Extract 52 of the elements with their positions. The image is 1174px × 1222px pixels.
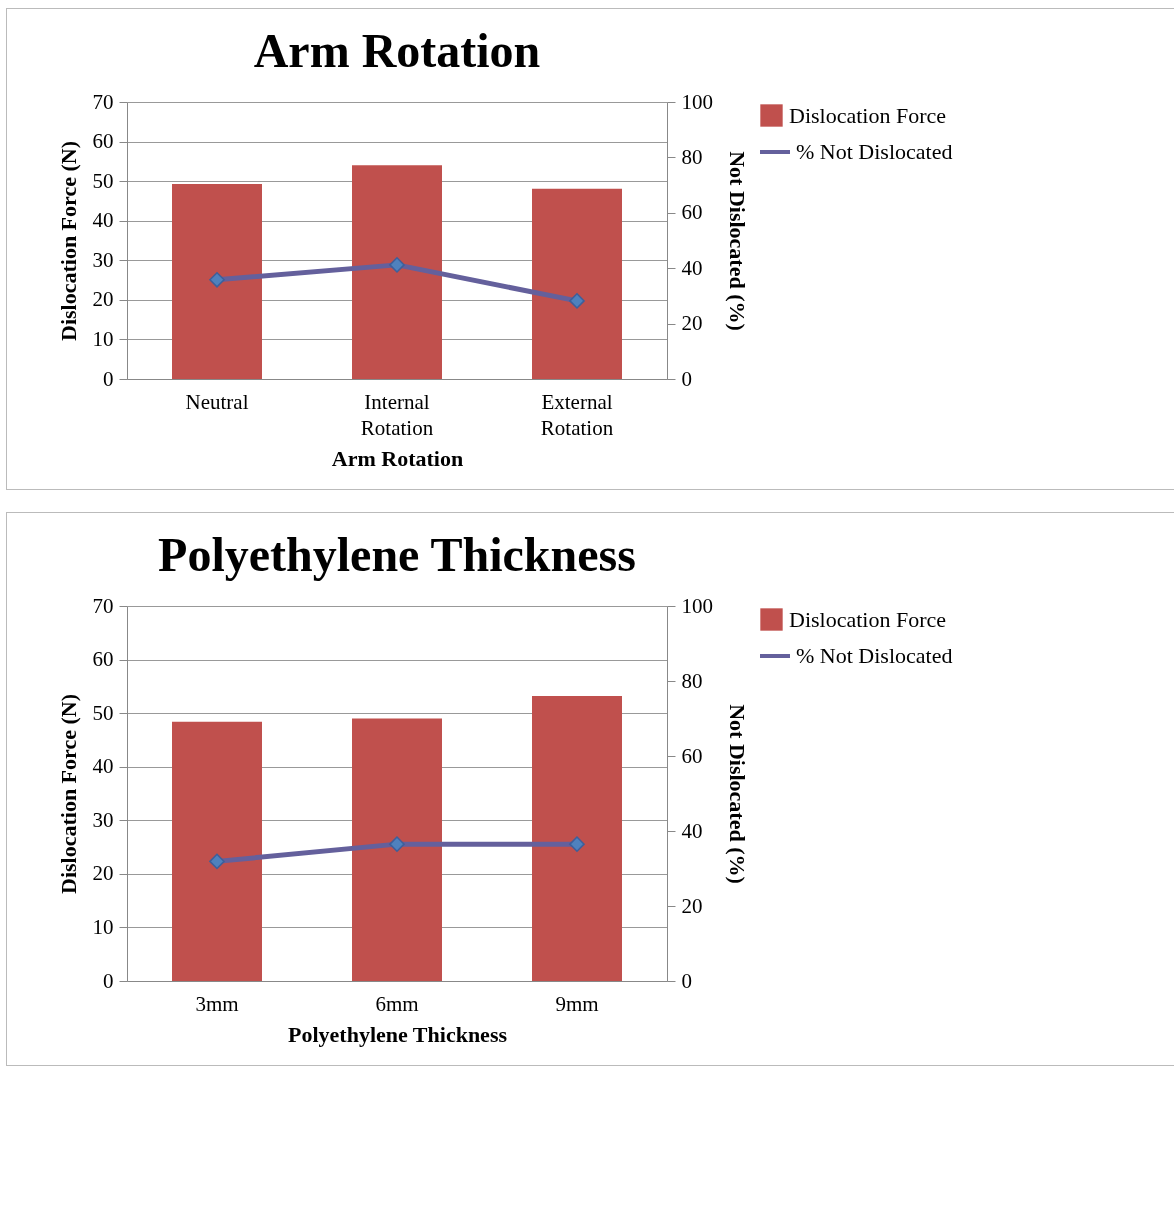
y2-tick-label: 40 bbox=[681, 818, 703, 843]
y-tick-label: 70 bbox=[92, 593, 114, 618]
x-axis-title: Polyethylene Thickness bbox=[287, 1021, 508, 1047]
y-tick-label: 30 bbox=[92, 247, 114, 272]
x-tick-label: Neutral bbox=[185, 389, 249, 414]
y2-tick-label: 0 bbox=[681, 366, 692, 391]
y-tick-label: 70 bbox=[92, 89, 114, 114]
point bbox=[569, 293, 585, 309]
y2-tick-label: 80 bbox=[681, 144, 703, 169]
x-tick-label: 9mm bbox=[555, 991, 599, 1016]
y2-tick-label: 60 bbox=[681, 743, 703, 768]
y2-tick-label: 0 bbox=[681, 968, 692, 993]
y-tick-label: 50 bbox=[92, 168, 114, 193]
bar bbox=[352, 165, 442, 379]
y2-axis-title: Not Dislocated (%) bbox=[725, 704, 750, 884]
bar bbox=[532, 188, 622, 379]
y2-tick-label: 20 bbox=[681, 893, 703, 918]
x-tick-label: Internal Rotation bbox=[360, 389, 434, 440]
y2-tick-label: 100 bbox=[681, 89, 713, 114]
y-tick-label: 0 bbox=[103, 366, 114, 391]
y-axis-title: Dislocation Force (N) bbox=[55, 694, 81, 894]
chart-title: Polyethylene Thickness bbox=[158, 528, 636, 581]
y-tick-label: 0 bbox=[103, 968, 114, 993]
x-axis-title: Arm Rotation bbox=[331, 445, 464, 471]
y-tick-label: 20 bbox=[92, 861, 114, 886]
y-tick-label: 40 bbox=[92, 754, 114, 779]
y2-tick-label: 60 bbox=[681, 200, 703, 225]
y-tick-label: 60 bbox=[92, 129, 114, 154]
chart-title: Arm Rotation bbox=[253, 24, 541, 77]
legend-label: Dislocation Force bbox=[789, 102, 947, 128]
x-tick-label: 6mm bbox=[375, 991, 419, 1016]
y-tick-label: 10 bbox=[92, 326, 114, 351]
y-tick-label: 30 bbox=[92, 807, 114, 832]
x-tick-label: 3mm bbox=[195, 991, 239, 1016]
point bbox=[389, 257, 405, 273]
y-tick-label: 20 bbox=[92, 287, 114, 312]
legend-label: Dislocation Force bbox=[789, 606, 947, 632]
point bbox=[209, 272, 225, 288]
y2-tick-label: 80 bbox=[681, 668, 703, 693]
y2-tick-label: 40 bbox=[681, 255, 703, 280]
y2-tick-label: 100 bbox=[681, 593, 713, 618]
y-tick-label: 10 bbox=[92, 914, 114, 939]
y2-axis-title: Not Dislocated (%) bbox=[725, 151, 750, 331]
bar bbox=[172, 183, 262, 379]
y2-tick-label: 20 bbox=[681, 311, 703, 336]
legend-label: % Not Dislocated bbox=[796, 643, 953, 668]
y-tick-label: 50 bbox=[92, 700, 114, 725]
y-tick-label: 60 bbox=[92, 647, 114, 672]
y-axis-title: Dislocation Force (N) bbox=[55, 141, 81, 341]
legend-label: % Not Dislocated bbox=[796, 139, 953, 164]
x-tick-label: External Rotation bbox=[540, 389, 614, 440]
y-tick-label: 40 bbox=[92, 208, 114, 233]
